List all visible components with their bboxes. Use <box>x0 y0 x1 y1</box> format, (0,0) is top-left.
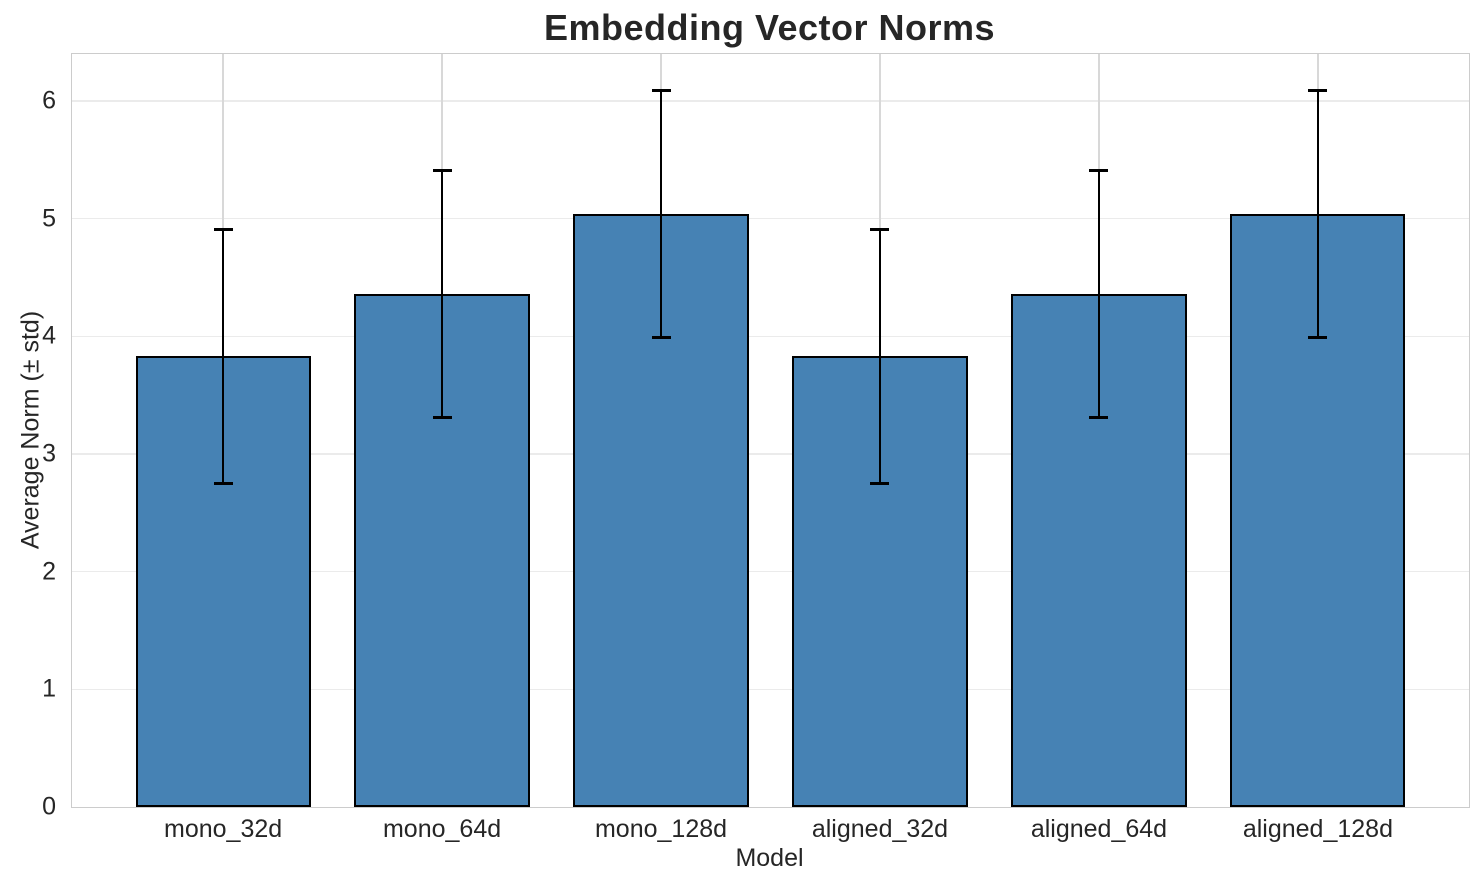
y-tick-label: 3 <box>42 439 56 468</box>
error-bar-stem <box>440 170 444 418</box>
y-tick-label: 2 <box>42 557 56 586</box>
y-tick-label: 6 <box>42 86 56 115</box>
error-bar-cap-bottom <box>1308 336 1328 339</box>
error-bar-cap-bottom <box>870 482 890 485</box>
error-bar-cap-bottom <box>213 482 233 485</box>
x-tick-label: mono_32d <box>164 815 283 843</box>
error-bar-stem <box>221 229 225 484</box>
x-tick-label: aligned_128d <box>1242 815 1393 843</box>
x-tick-label: aligned_64d <box>1030 815 1168 843</box>
error-bar-cap-top <box>1089 169 1109 172</box>
error-bar-stem <box>1097 170 1101 418</box>
error-bar-cap-top <box>651 89 671 92</box>
error-bar-stem <box>1316 90 1320 338</box>
h-gridline <box>72 100 1469 102</box>
y-tick-label: 5 <box>42 204 56 233</box>
error-bar-stem <box>878 229 882 484</box>
chart-title: Embedding Vector Norms <box>543 7 996 48</box>
x-tick-label: aligned_32d <box>811 815 949 843</box>
bar-aligned_64d <box>1011 294 1187 807</box>
error-bar-cap-top <box>870 228 890 231</box>
plot-area: mono_32d mono_64d mono_128d aligned_32d alig… <box>42 53 1470 843</box>
y-tick-label: 1 <box>42 674 56 703</box>
error-bar-cap-top <box>432 169 452 172</box>
error-bar-stem <box>659 90 663 338</box>
h-gridline <box>72 217 1469 220</box>
y-tick-label: 0 <box>42 792 56 821</box>
x-tick-label: mono_64d <box>382 815 502 843</box>
error-bar-cap-bottom <box>1089 416 1109 419</box>
x-tick-label: mono_128d <box>594 815 728 843</box>
error-bar-cap-top <box>1308 89 1328 92</box>
h-gridline <box>72 335 1469 338</box>
h-gridline <box>72 453 1469 455</box>
x-axis-label: Model <box>735 844 804 872</box>
h-gridline <box>72 570 1469 573</box>
h-gridline <box>72 688 1469 691</box>
y-tick-label: 4 <box>42 321 56 350</box>
error-bar-cap-bottom <box>432 416 452 419</box>
error-bar-cap-top <box>213 228 233 231</box>
error-bar-cap-bottom <box>651 336 671 339</box>
